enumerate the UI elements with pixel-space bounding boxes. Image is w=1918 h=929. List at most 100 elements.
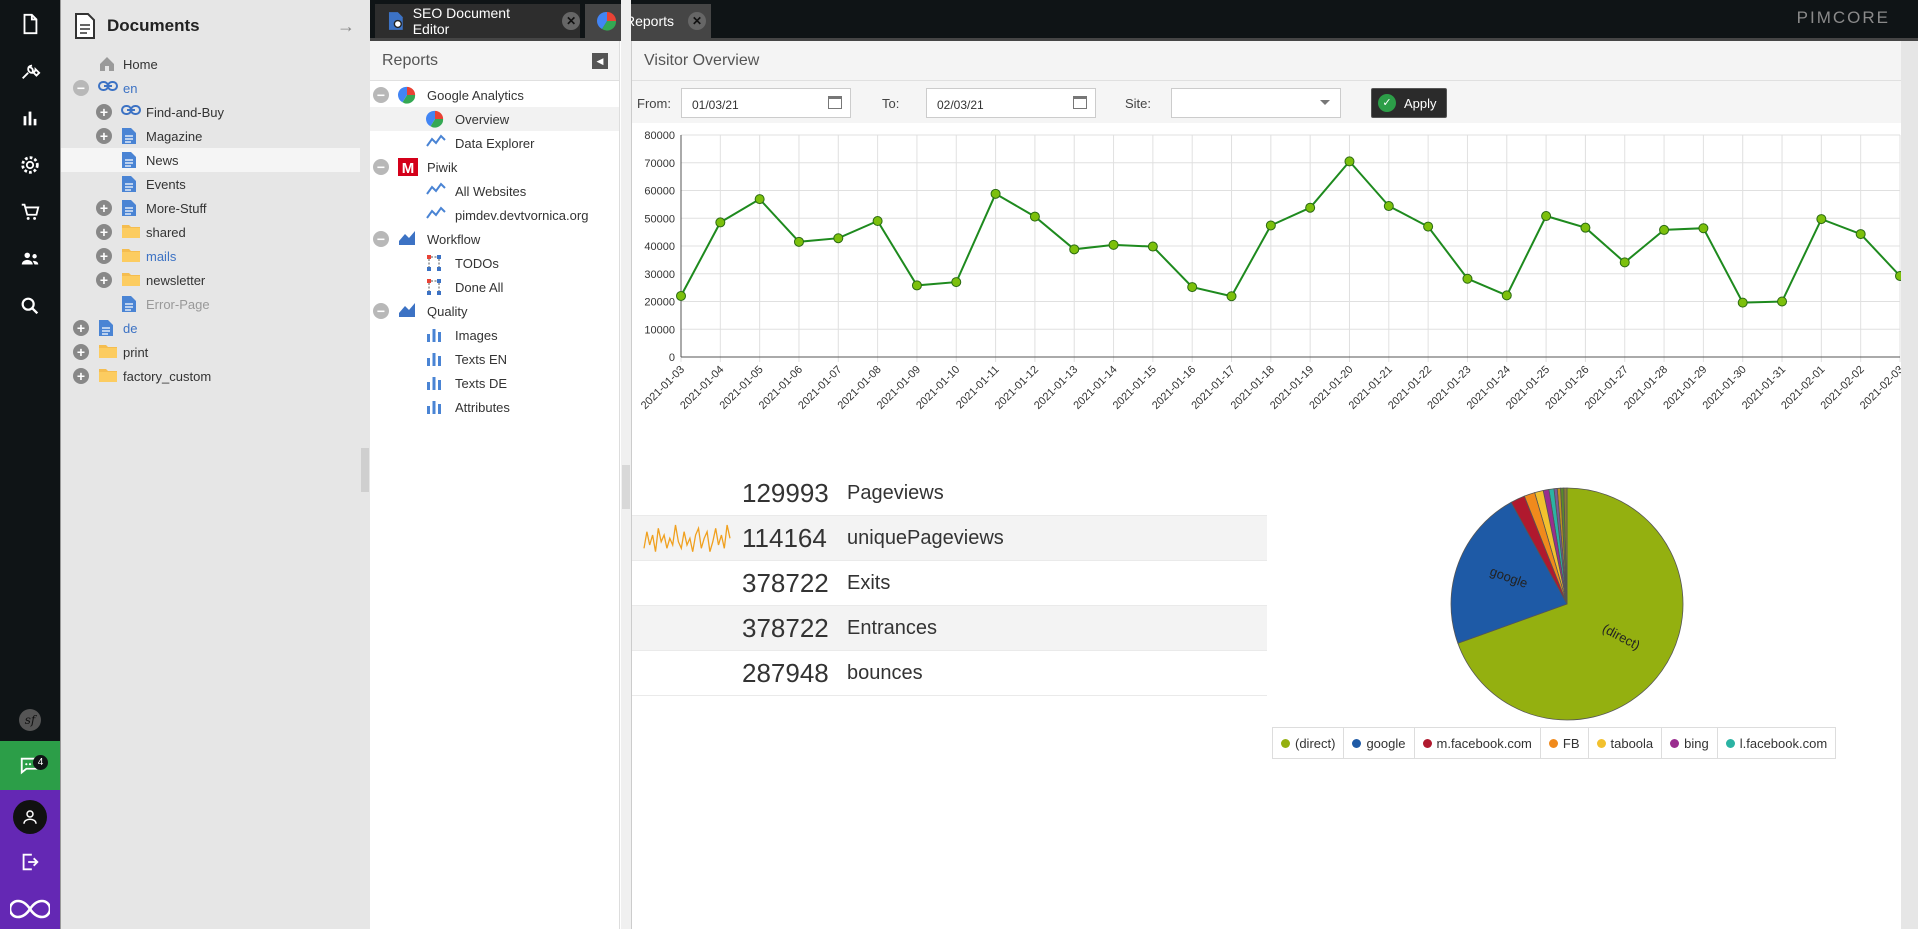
reports-splitter[interactable] [621,0,631,929]
data-point[interactable] [951,277,962,288]
data-point[interactable] [1423,221,1434,232]
ecommerce-nav[interactable] [0,188,60,235]
expand-icon[interactable]: + [96,200,112,216]
data-point[interactable] [1737,297,1748,308]
legend-item[interactable]: m.facebook.com [1415,728,1541,758]
data-point[interactable] [1147,241,1158,252]
tools-nav[interactable] [0,47,60,94]
collapse-icon[interactable]: − [73,80,89,96]
legend-item[interactable]: l.facebook.com [1718,728,1835,758]
settings-nav[interactable] [0,141,60,188]
pie-slice[interactable] [1450,501,1568,644]
report-nav-todos[interactable]: TODOs [370,251,619,275]
report-nav-all-websites[interactable]: All Websites [370,179,619,203]
expand-icon[interactable]: + [73,344,89,360]
data-point[interactable] [1777,296,1788,307]
profile-button[interactable] [0,797,60,837]
tree-node-de[interactable]: + de [61,316,370,340]
legend-item[interactable]: bing [1662,728,1718,758]
collapse-icon[interactable]: − [373,87,389,103]
pie-slice[interactable] [1457,487,1684,721]
apply-button[interactable]: ✓ Apply [1371,88,1447,118]
collapse-handle[interactable] [361,448,369,492]
data-point[interactable] [1344,156,1355,167]
search-nav[interactable] [0,282,60,329]
legend-item[interactable]: taboola [1589,728,1663,758]
data-point[interactable] [1069,244,1080,255]
data-point[interactable] [1659,224,1670,235]
close-icon[interactable]: ✕ [688,12,707,30]
data-point[interactable] [1698,223,1709,234]
data-point[interactable] [1501,290,1512,301]
expand-icon[interactable]: + [96,248,112,264]
tree-node-factory-custom[interactable]: + factory_custom [61,364,370,388]
report-nav-texts-de[interactable]: Texts DE [370,371,619,395]
data-point[interactable] [1383,201,1394,212]
collapse-handle[interactable] [622,465,630,509]
report-nav-pimdev-devtvornica-org[interactable]: pimdev.devtvornica.org [370,203,619,227]
data-point[interactable] [1619,257,1630,268]
symfony-toolbar-button[interactable]: sf [0,700,60,740]
tree-node-home[interactable]: Home [61,52,370,76]
legend-item[interactable]: (direct) [1273,728,1345,758]
tree-node-more-stuff[interactable]: + More-Stuff [61,196,370,220]
data-point[interactable] [911,280,922,291]
logout-button[interactable] [0,842,60,882]
notifications-button[interactable]: 4 [0,741,60,790]
calendar-icon[interactable] [1073,96,1087,109]
data-point[interactable] [1816,214,1827,225]
to-date-field[interactable]: 02/03/21 [926,88,1096,118]
tree-node-newsletter[interactable]: + newsletter [61,268,370,292]
tree-node-events[interactable]: Events [61,172,370,196]
data-point[interactable] [1108,239,1119,250]
tab-reports[interactable]: Reports ✕ [585,4,711,38]
calendar-icon[interactable] [828,96,842,109]
collapse-icon[interactable]: − [373,159,389,175]
documents-nav[interactable] [0,0,60,47]
users-nav[interactable] [0,235,60,282]
tree-node-error-page[interactable]: Error-Page [61,292,370,316]
expand-icon[interactable]: + [73,368,89,384]
tab-seo-document-editor[interactable]: SEO Document Editor ✕ [375,4,580,38]
report-nav-google-analytics[interactable]: − Google Analytics [370,83,619,107]
reports-nav[interactable] [0,94,60,141]
data-point[interactable] [1855,229,1866,240]
data-point[interactable] [833,233,844,244]
data-point[interactable] [793,236,804,247]
data-point[interactable] [1265,220,1276,231]
report-nav-overview[interactable]: Overview [370,107,619,131]
report-nav-attributes[interactable]: Attributes [370,395,619,419]
tree-node-shared[interactable]: + shared [61,220,370,244]
pimcore-logo-button[interactable] [0,888,60,929]
data-point[interactable] [1029,211,1040,222]
data-point[interactable] [1187,282,1198,293]
data-point[interactable] [990,188,1001,199]
report-nav-data-explorer[interactable]: Data Explorer [370,131,619,155]
chevron-down-icon[interactable] [1320,100,1330,105]
documents-splitter[interactable] [360,0,370,929]
data-point[interactable] [715,217,726,228]
tree-node-mails[interactable]: + mails [61,244,370,268]
report-nav-workflow[interactable]: − Workflow [370,227,619,251]
report-nav-piwik[interactable]: − M Piwik [370,155,619,179]
data-point[interactable] [1541,211,1552,222]
data-point[interactable] [1305,202,1316,213]
data-point[interactable] [1226,291,1237,302]
collapse-left-icon[interactable]: ◀ [592,53,608,69]
collapse-icon[interactable]: − [373,303,389,319]
tree-node-en[interactable]: − en [61,76,370,100]
vertical-scrollbar[interactable] [1901,41,1918,929]
report-nav-done-all[interactable]: Done All [370,275,619,299]
tree-node-news[interactable]: News [61,148,370,172]
expand-icon[interactable]: + [96,224,112,240]
expand-icon[interactable]: + [96,272,112,288]
report-nav-texts-en[interactable]: Texts EN [370,347,619,371]
arrow-right-icon[interactable]: → [337,16,355,36]
expand-icon[interactable]: + [73,320,89,336]
legend-item[interactable]: google [1344,728,1415,758]
data-point[interactable] [1462,273,1473,284]
collapse-icon[interactable]: − [373,231,389,247]
tree-node-magazine[interactable]: + Magazine [61,124,370,148]
data-point[interactable] [754,194,765,205]
expand-icon[interactable]: + [96,128,112,144]
